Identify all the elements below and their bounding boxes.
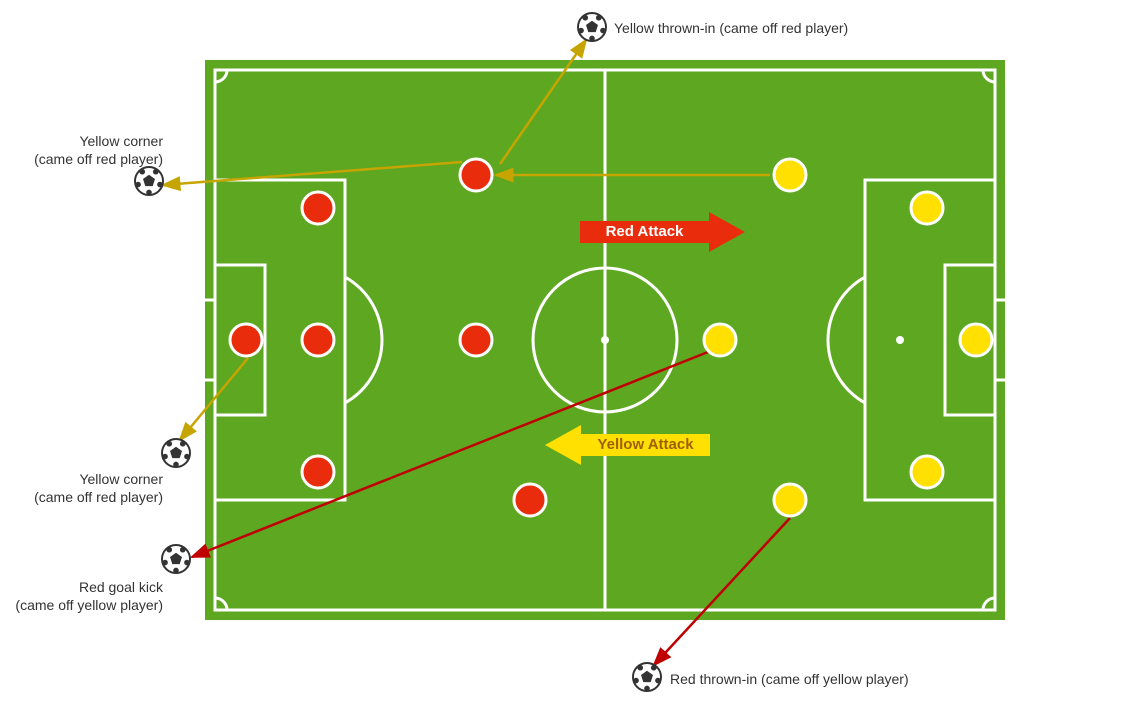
- ball-icon: [633, 663, 661, 691]
- label-bottom: Red thrown-in (came off yellow player): [670, 670, 909, 688]
- yellow-player: [704, 324, 736, 356]
- red-attack-label: Red Attack: [580, 223, 709, 240]
- red-player: [460, 159, 492, 191]
- ball-icon: [135, 167, 163, 195]
- label-corner_bottom: Yellow corner (came off red player): [33, 470, 163, 506]
- red-player: [302, 192, 334, 224]
- ball-icon: [578, 13, 606, 41]
- yellow-player: [911, 192, 943, 224]
- yellow-player: [960, 324, 992, 356]
- label-goal_kick: Red goal kick (came off yellow player): [5, 578, 163, 614]
- yellow-player: [774, 484, 806, 516]
- yellow-attack-label: Yellow Attack: [581, 436, 710, 453]
- red-player: [302, 456, 334, 488]
- label-corner_top: Yellow corner (came off red player): [33, 132, 163, 168]
- ball-icon: [162, 545, 190, 573]
- yellow-player: [774, 159, 806, 191]
- red-player: [460, 324, 492, 356]
- red-player: [302, 324, 334, 356]
- ball-icon: [162, 439, 190, 467]
- label-top: Yellow thrown-in (came off red player): [614, 19, 848, 37]
- soccer-tactics-diagram: Yellow thrown-in (came off red player) Ye…: [0, 0, 1125, 715]
- red-player: [230, 324, 262, 356]
- field-svg: [0, 0, 1125, 715]
- yellow-player: [911, 456, 943, 488]
- red-player: [514, 484, 546, 516]
